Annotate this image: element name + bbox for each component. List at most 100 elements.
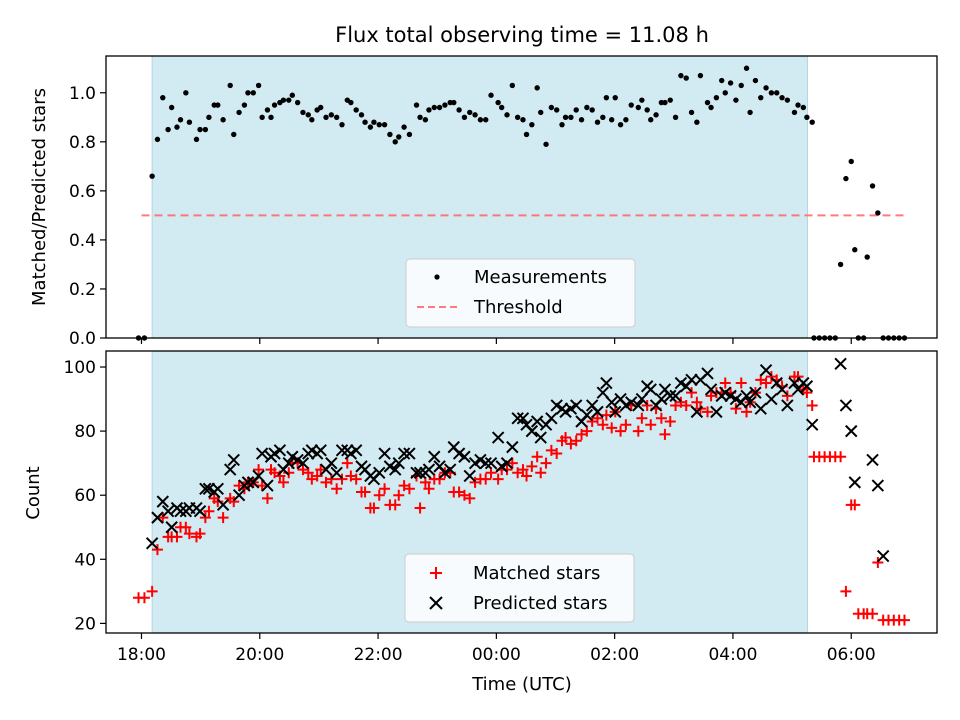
measurement-point: [245, 90, 251, 96]
measurement-point: [683, 75, 689, 81]
y-tick-label: 0.6: [69, 182, 96, 202]
predicted-star-point: [397, 447, 411, 460]
predicted-star-point: [525, 424, 539, 438]
measurement-point: [472, 112, 478, 118]
matched-star-point: [781, 390, 793, 402]
predicted-star-point: [156, 495, 169, 508]
predicted-star-point: [413, 466, 427, 479]
measurement-point: [875, 210, 881, 216]
predicted-star-point: [635, 392, 649, 406]
predicted-star-point: [392, 456, 405, 470]
predicted-star-point: [800, 380, 814, 393]
matched-star-point: [686, 387, 698, 399]
predicted-star-point: [463, 469, 476, 483]
measurement-point: [678, 72, 684, 79]
matched-star-point: [203, 505, 215, 517]
predicted-star-point: [232, 488, 246, 502]
measurement-point: [456, 107, 462, 113]
predicted-star-point: [669, 389, 682, 403]
measurement-point: [396, 134, 402, 140]
measurement-point: [672, 114, 679, 121]
measurement-point: [165, 126, 171, 133]
matched-star-point: [659, 428, 671, 440]
matched-star-point: [551, 448, 563, 460]
measurement-point: [804, 114, 810, 121]
predicted-star-point: [314, 444, 327, 457]
matched-star-point: [199, 512, 211, 524]
predicted-star-point: [193, 505, 207, 518]
predicted-star-point: [765, 392, 778, 406]
matched-star-point: [898, 614, 910, 626]
matched-star-point: [606, 422, 618, 434]
matched-star-point: [194, 528, 206, 540]
measurement-point: [498, 104, 505, 111]
axes-decoration: 0.0 0.2 0.4 0.6 0.8 1.0: [69, 84, 852, 349]
predicted-star-point: [335, 444, 349, 457]
matched-star-point: [368, 502, 380, 514]
measurement-point: [323, 114, 329, 121]
axes-frame: [105, 350, 938, 634]
predicted-star-point: [871, 479, 885, 492]
measurement-point: [635, 104, 642, 111]
predicted-star-point: [625, 396, 638, 409]
measurement-point: [648, 117, 654, 123]
matched-star-point: [146, 585, 158, 597]
measurement-point: [255, 82, 262, 89]
predicted-star-point: [389, 463, 402, 476]
y-tick-label: 80: [74, 422, 96, 442]
matched-star-point: [521, 470, 533, 482]
measurement-point: [694, 119, 700, 125]
measurement-point: [722, 90, 728, 96]
matched-star-point: [315, 464, 327, 476]
x-tick-label: 06:00: [827, 645, 876, 665]
predicted-star-point: [511, 412, 524, 425]
x-tick-label: 18:00: [117, 645, 166, 665]
matched-star-point: [414, 502, 426, 514]
measurement-point: [289, 92, 296, 98]
measurement-point: [488, 92, 494, 98]
legend-label-matched-stars: Matched stars: [473, 563, 600, 584]
measurement-point: [608, 117, 615, 123]
measurement-point: [317, 104, 324, 111]
legend: Measurements Threshold: [405, 258, 636, 328]
measurement-point: [623, 117, 629, 123]
matched-star-point: [615, 425, 627, 437]
x-tick-label: 02:00: [590, 645, 639, 665]
measurement-point: [367, 124, 374, 130]
y-tick-label: 0.2: [69, 280, 96, 300]
matched-star-point: [403, 483, 415, 495]
measurement-point: [594, 119, 601, 125]
measurement-point: [442, 102, 448, 108]
predicted-star-point: [685, 373, 698, 387]
measurement-point: [837, 261, 844, 268]
predicted-star-point: [378, 447, 391, 460]
measurement-point: [523, 131, 530, 138]
predicted-star-point: [422, 463, 436, 476]
measurement-point: [688, 109, 695, 116]
matched-star-point: [801, 387, 813, 399]
measurement-point: [431, 104, 437, 111]
predicted-star-point: [600, 376, 613, 390]
matched-star-point: [560, 432, 572, 444]
measurement-point: [406, 131, 413, 138]
measurement-point: [520, 117, 526, 123]
legend-marker-measurements: [434, 274, 440, 280]
predicted-star-point: [788, 376, 801, 390]
matched-star-point: [311, 470, 323, 482]
matched-star-point: [540, 457, 552, 469]
predicted-star-point: [710, 405, 723, 419]
matched-star-point: [517, 464, 529, 476]
predicted-star-point: [444, 463, 457, 476]
y-tick-label: 40: [74, 550, 96, 570]
measurement-point: [774, 90, 780, 96]
matched-star-point: [423, 483, 435, 495]
predicted-star-point: [534, 431, 547, 444]
matched-star-point: [393, 489, 405, 501]
measurement-point: [869, 183, 876, 189]
measurement-point: [206, 114, 212, 121]
measurement-point: [401, 124, 407, 130]
measurement-point: [422, 117, 429, 123]
predicted-star-point: [845, 424, 858, 438]
matched-star-point: [719, 377, 731, 389]
measurement-point: [160, 94, 166, 101]
